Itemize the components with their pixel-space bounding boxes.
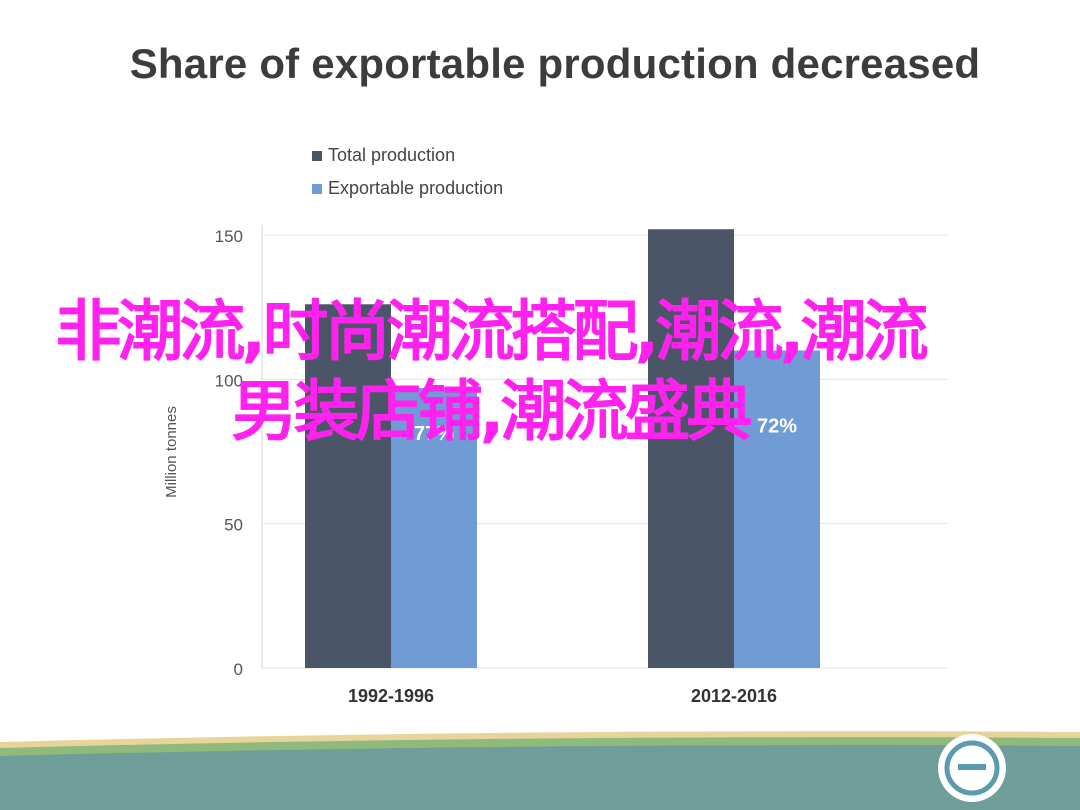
- bar-total: [648, 229, 734, 668]
- x-tick-label: 1992-1996: [348, 686, 434, 706]
- chart-bars: [305, 229, 820, 668]
- slide-title: Share of exportable production decreased: [129, 40, 981, 87]
- x-tick-label: 2012-2016: [691, 686, 777, 706]
- footer-decoration: [0, 731, 1080, 810]
- y-tick-label: 50: [224, 516, 243, 535]
- logo-circle-icon: [938, 734, 1006, 802]
- bar-exportable: [734, 350, 820, 668]
- data-label: 77%: [414, 423, 454, 445]
- legend-label: Exportable production: [328, 178, 503, 198]
- bar-exportable: [391, 387, 477, 668]
- legend-swatch: [312, 151, 322, 161]
- legend-swatch: [312, 184, 322, 194]
- y-axis-label: Million tonnes: [163, 406, 180, 498]
- y-tick-label: 0: [234, 660, 243, 679]
- bar-chart: 0 50 100 150 Million tonnes 1992-1996 77% 2012-…: [163, 145, 948, 706]
- legend-label: Total production: [328, 145, 455, 165]
- y-tick-label: 100: [215, 371, 243, 390]
- chart-labels: 0 50 100 150 Million tonnes 1992-1996 77% 2012-…: [163, 227, 797, 706]
- y-tick-label: 150: [215, 227, 243, 246]
- bar-total: [305, 304, 391, 668]
- watermark-overlay-text: 非潮流,时尚潮流搭配,潮流,潮流男装店铺,潮流盛典: [55, 293, 928, 450]
- data-label: 72%: [757, 415, 797, 437]
- chart-legend: Total production Exportable production: [312, 145, 503, 198]
